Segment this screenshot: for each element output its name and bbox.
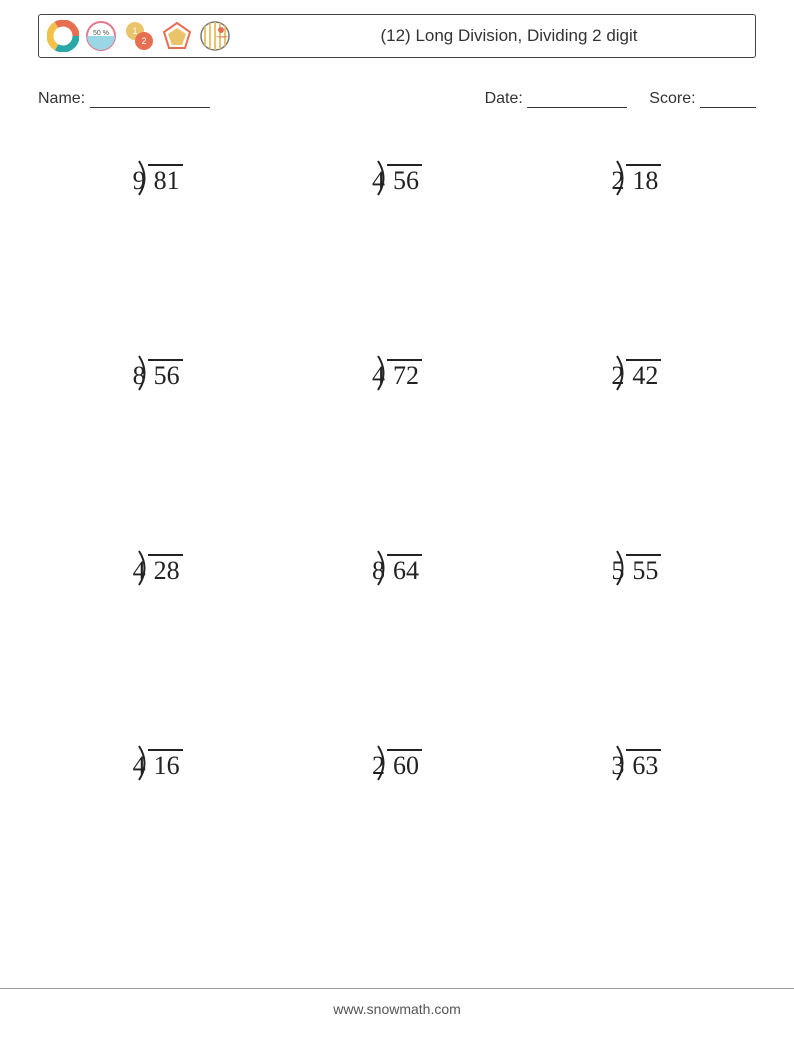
- header-box: 50 % 1 2: [38, 14, 756, 58]
- divisor: 2: [611, 166, 626, 196]
- problem: 416: [38, 723, 277, 918]
- divisor: 8: [133, 361, 148, 391]
- worksheet-page: 50 % 1 2: [0, 0, 794, 1053]
- halfcircle-icon: 50 %: [85, 20, 117, 52]
- division-expression: 864: [372, 554, 422, 586]
- problem: 260: [277, 723, 516, 918]
- score-label: Score:: [649, 90, 695, 107]
- problem: 856: [38, 333, 277, 528]
- division-expression: 260: [372, 749, 422, 781]
- divisor: 5: [611, 556, 626, 586]
- problems-grid: 981456218856472242428864555416260363: [38, 138, 756, 918]
- problem: 363: [517, 723, 756, 918]
- problem: 864: [277, 528, 516, 723]
- divisor: 3: [611, 751, 626, 781]
- info-row: Name: Date: Score:: [38, 90, 756, 108]
- divisor: 9: [133, 166, 148, 196]
- dividend: 55: [626, 554, 661, 586]
- divisor: 2: [372, 751, 387, 781]
- division-expression: 856: [133, 359, 183, 391]
- divisor: 4: [133, 556, 148, 586]
- division-expression: 555: [611, 554, 661, 586]
- dividend-wrap: 55: [626, 554, 661, 586]
- date-line: [527, 93, 627, 108]
- problem: 428: [38, 528, 277, 723]
- dividend: 42: [626, 359, 661, 391]
- footer: www.snowmath.com: [0, 988, 794, 1017]
- problem: 218: [517, 138, 756, 333]
- dividend-wrap: 42: [626, 359, 661, 391]
- dividend-wrap: 72: [387, 359, 422, 391]
- problem: 555: [517, 528, 756, 723]
- dividend-wrap: 81: [148, 164, 183, 196]
- dividend: 16: [148, 749, 183, 781]
- divisor: 4: [372, 166, 387, 196]
- division-expression: 981: [133, 164, 183, 196]
- dividend-wrap: 63: [626, 749, 661, 781]
- division-expression: 472: [372, 359, 422, 391]
- divisor: 2: [611, 361, 626, 391]
- donut-icon: [47, 20, 79, 52]
- division-expression: 363: [611, 749, 661, 781]
- name-label: Name:: [38, 90, 85, 107]
- dividend: 28: [148, 554, 183, 586]
- svg-text:1: 1: [132, 26, 137, 36]
- score-line: [700, 93, 756, 108]
- dividend: 72: [387, 359, 422, 391]
- problem: 981: [38, 138, 277, 333]
- dividend: 56: [387, 164, 422, 196]
- dividend: 18: [626, 164, 661, 196]
- dividend-wrap: 28: [148, 554, 183, 586]
- division-expression: 428: [133, 554, 183, 586]
- date-label: Date:: [485, 90, 523, 107]
- division-expression: 416: [133, 749, 183, 781]
- division-expression: 242: [611, 359, 661, 391]
- dividend-wrap: 18: [626, 164, 661, 196]
- name-line: [90, 93, 210, 108]
- dividend: 81: [148, 164, 183, 196]
- twocircles-icon: 1 2: [123, 20, 155, 52]
- division-expression: 218: [611, 164, 661, 196]
- dividend: 60: [387, 749, 422, 781]
- dividend-wrap: 56: [387, 164, 422, 196]
- svg-text:2: 2: [141, 36, 146, 46]
- worksheet-title: (12) Long Division, Dividing 2 digit: [271, 26, 747, 46]
- header-icons: 50 % 1 2: [47, 20, 231, 52]
- problem: 472: [277, 333, 516, 528]
- footer-text: www.snowmath.com: [333, 1001, 461, 1017]
- problem: 456: [277, 138, 516, 333]
- svg-text:50 %: 50 %: [93, 30, 109, 37]
- dividend-wrap: 56: [148, 359, 183, 391]
- dividend: 64: [387, 554, 422, 586]
- name-field: Name:: [38, 90, 485, 108]
- dividend-wrap: 16: [148, 749, 183, 781]
- date-field: Date:: [485, 90, 628, 108]
- divisor: 8: [372, 556, 387, 586]
- problem: 242: [517, 333, 756, 528]
- pentagon-icon: [161, 20, 193, 52]
- score-field: Score:: [649, 90, 756, 108]
- dividend: 63: [626, 749, 661, 781]
- dividend-wrap: 64: [387, 554, 422, 586]
- dividend: 56: [148, 359, 183, 391]
- divisor: 4: [372, 361, 387, 391]
- dividend-wrap: 60: [387, 749, 422, 781]
- stripedcircle-icon: [199, 20, 231, 52]
- division-expression: 456: [372, 164, 422, 196]
- divisor: 4: [133, 751, 148, 781]
